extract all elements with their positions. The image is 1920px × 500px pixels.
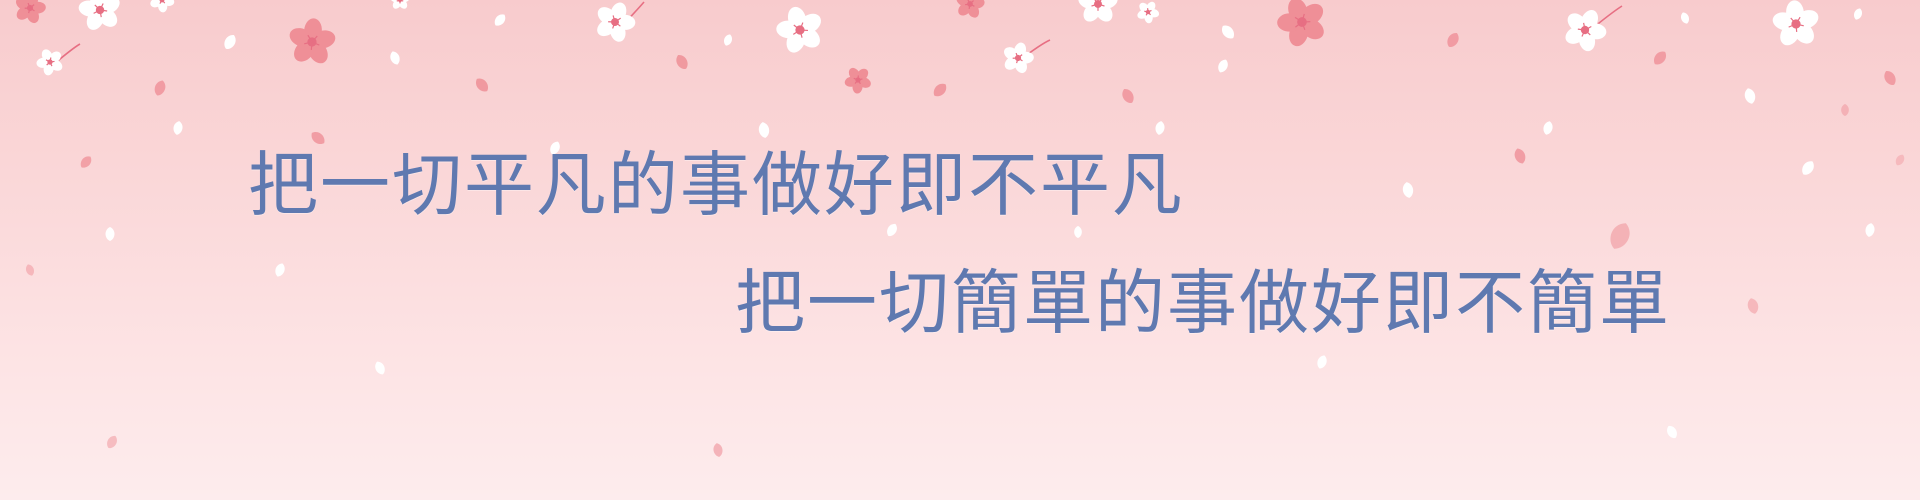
sakura-flower-icon — [1277, 0, 1324, 47]
sakura-flower-icon — [956, 0, 985, 18]
falling-petal-icon — [1895, 154, 1905, 166]
sakura-flower-icon — [597, 2, 636, 42]
falling-petal-icon — [1447, 33, 1459, 47]
falling-petal-icon — [476, 78, 488, 92]
sakura-flower-icon — [1772, 0, 1819, 46]
falling-petal-icon — [676, 55, 688, 69]
falling-petal-icon — [375, 361, 385, 375]
falling-petal-icon — [758, 122, 770, 138]
falling-petal-icon — [105, 227, 115, 241]
falling-petal-icon — [724, 34, 732, 46]
falling-petal-icon — [1317, 355, 1327, 369]
sakura-flower-icon — [1004, 42, 1034, 74]
falling-petal-icon — [1747, 298, 1759, 314]
falling-petal-icon — [107, 435, 117, 449]
falling-petal-icon — [1884, 71, 1896, 85]
falling-petal-icon — [1854, 8, 1862, 20]
falling-petal-icon — [713, 443, 723, 457]
falling-petal-icon — [933, 83, 947, 97]
falling-petal-icon — [173, 121, 183, 135]
falling-petal-icon — [224, 35, 236, 49]
falling-petal-icon — [1543, 121, 1553, 135]
sakura-flower-icon — [16, 0, 46, 24]
sakura-flower-icon — [390, 0, 410, 9]
sakura-flower-icon — [289, 18, 336, 64]
sakura-flower-icon — [150, 0, 175, 13]
falling-petal-icon — [1402, 182, 1414, 198]
quote-line-1: 把一切平凡的事做好即不平凡 — [248, 144, 1184, 226]
falling-petal-icon — [1865, 223, 1875, 237]
falling-petal-icon — [390, 51, 400, 65]
falling-petal-icon — [311, 132, 325, 144]
sakura-flower-icon — [1137, 1, 1160, 24]
sakura-flower-icon — [1565, 9, 1607, 52]
falling-petal-icon — [275, 263, 285, 277]
sakura-flower-icon — [776, 6, 821, 53]
falling-petal-icon — [1841, 104, 1849, 116]
falling-petal-icon — [1654, 51, 1666, 65]
falling-petal-icon — [1122, 89, 1134, 103]
falling-petal-icon — [1074, 226, 1082, 238]
falling-petal-icon — [1610, 223, 1630, 249]
falling-petal-icon — [887, 223, 897, 237]
falling-petal-icon — [26, 264, 34, 276]
falling-petal-icon — [1744, 88, 1756, 104]
quote-line-2: 把一切簡單的事做好即不簡單 — [735, 262, 1671, 344]
sakura-flower-icon — [36, 49, 63, 76]
falling-petal-icon — [1667, 425, 1677, 439]
falling-petal-icon — [1218, 59, 1228, 73]
falling-petal-icon — [1802, 161, 1814, 175]
falling-petal-icon — [154, 80, 166, 96]
falling-petal-icon — [1155, 121, 1165, 135]
sakura-flower-icon — [1078, 0, 1118, 22]
falling-petal-icon — [494, 14, 506, 26]
falling-petal-icon — [1222, 25, 1234, 39]
falling-petal-icon — [1681, 12, 1689, 24]
sakura-flower-icon — [844, 67, 871, 94]
sakura-flower-icon — [78, 0, 120, 30]
falling-petal-icon — [1514, 148, 1526, 164]
falling-petal-icon — [550, 141, 560, 155]
falling-petal-icon — [80, 156, 92, 168]
